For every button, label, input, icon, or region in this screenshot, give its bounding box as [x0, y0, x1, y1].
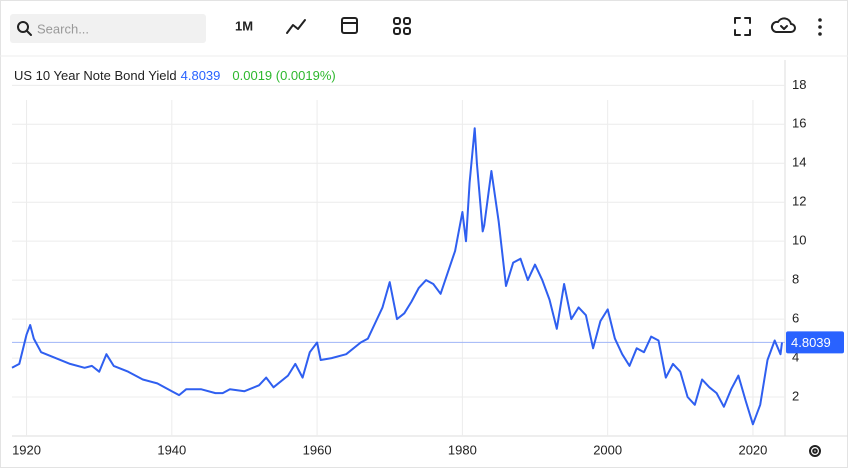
- x-tick-label: 1920: [12, 442, 41, 457]
- y-tick-label: 16: [792, 116, 806, 131]
- range-button[interactable]: 1M: [235, 18, 253, 33]
- x-tick-label: 1960: [303, 442, 332, 457]
- x-tick-label: 1940: [157, 442, 186, 457]
- x-tick-label: 2020: [738, 442, 767, 457]
- search-box[interactable]: [10, 14, 206, 43]
- x-tick-label: 2000: [593, 442, 622, 457]
- y-tick-label: 18: [792, 77, 806, 92]
- indicators-button[interactable]: [393, 17, 411, 35]
- y-tick-label: 6: [792, 311, 799, 326]
- y-tick-label: 10: [792, 233, 806, 248]
- y-tick-label: 14: [792, 155, 806, 170]
- search-placeholder[interactable]: Search...: [37, 21, 89, 36]
- y-tick-label: 12: [792, 194, 806, 209]
- chart-title: US 10 Year Note Bond Yield 4.8039 0.0019 (…: [14, 68, 336, 83]
- search-icon: [26, 30, 32, 36]
- x-tick-label: 1980: [448, 442, 477, 457]
- download-button[interactable]: [770, 17, 796, 33]
- chart-type-button[interactable]: [286, 19, 306, 34]
- change: 0.0019 (0.0019%): [232, 68, 335, 83]
- series-title: US 10 Year Note Bond Yield: [14, 68, 177, 83]
- settings-button[interactable]: [809, 445, 821, 457]
- last-value-label: 4.8039: [791, 335, 831, 350]
- y-tick-label: 2: [792, 388, 799, 403]
- y-tick-label: 8: [792, 272, 799, 287]
- last-value-box: [786, 331, 844, 354]
- y-tick-label: 4: [792, 350, 799, 365]
- fullscreen-button[interactable]: [734, 17, 751, 36]
- menu-button[interactable]: [818, 18, 822, 36]
- search-icon: [17, 21, 29, 33]
- line: [11, 127, 783, 426]
- last-value: 4.8039: [181, 68, 221, 83]
- calendar-button[interactable]: [341, 17, 358, 34]
